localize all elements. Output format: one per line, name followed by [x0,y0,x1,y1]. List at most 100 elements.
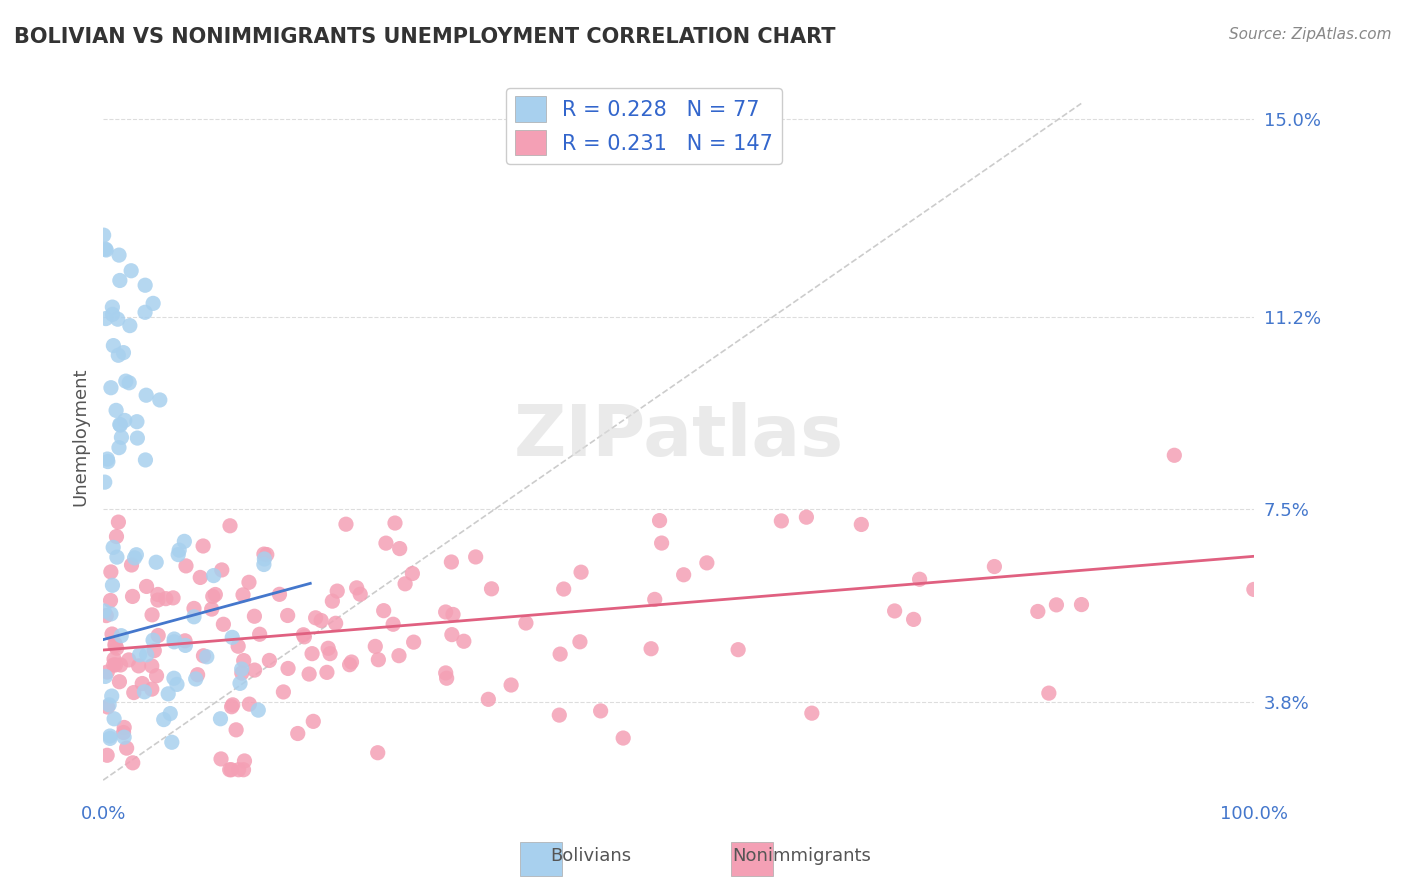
Point [120,264,142,278]
Point [141,607,163,622]
Point [364,640,387,654]
Point [96,452,118,467]
Point [93,228,115,243]
Point [1045,598,1067,612]
Point [114,413,136,427]
Point [134,685,156,699]
Point [326,584,349,599]
Point [346,581,368,595]
Point [464,549,486,564]
Point [770,514,793,528]
Point [644,592,666,607]
Point [94,669,117,683]
Point [135,388,157,402]
Point [125,548,148,562]
Point [335,517,357,532]
Point [253,547,276,561]
Point [108,248,131,262]
Point [908,572,931,586]
Point [100,593,122,607]
Point [108,674,131,689]
Point [238,575,260,590]
Point [319,647,342,661]
Point [851,517,873,532]
Point [367,653,389,667]
Point [108,273,131,287]
Point [232,588,254,602]
Point [131,676,153,690]
Point [253,552,276,566]
Point [127,431,149,445]
Point [202,568,225,582]
Point [481,582,503,596]
Point [100,607,122,621]
Point [105,403,128,417]
Point [96,243,118,257]
Point [229,676,252,690]
Point [122,685,145,699]
Point [183,601,205,615]
Point [163,671,186,685]
Point [107,312,129,326]
Point [163,632,186,646]
Point [100,381,122,395]
Point [98,731,121,746]
Point [101,300,124,314]
Point [115,741,138,756]
Point [434,665,457,680]
Point [110,629,132,643]
Point [98,698,121,712]
Point [134,278,156,293]
Point [349,587,371,601]
Point [883,604,905,618]
Point [101,307,124,321]
Point [174,633,197,648]
Point [149,392,172,407]
Point [309,614,332,628]
Point [304,611,326,625]
Point [548,647,571,661]
Point [796,510,818,524]
Point [193,648,215,663]
Point [231,666,253,681]
Point [104,657,127,672]
Point [125,415,148,429]
Point [107,348,129,362]
Point [152,713,174,727]
Point [145,555,167,569]
Point [101,578,124,592]
Point [107,515,129,529]
Point [108,417,131,432]
Text: Nonimmigrants: Nonimmigrants [733,847,870,865]
Point [477,692,499,706]
Point [118,318,141,333]
Point [173,534,195,549]
Point [141,659,163,673]
Point [93,475,115,490]
Point [384,516,406,530]
Point [612,731,634,745]
Point [553,582,575,596]
Point [135,579,157,593]
Point [167,548,190,562]
Point [402,635,425,649]
Point [373,604,395,618]
Point [118,653,141,667]
Point [167,543,190,558]
Point [548,708,571,723]
Point [112,721,135,735]
Point [273,685,295,699]
Y-axis label: Unemployment: Unemployment [72,368,89,506]
Point [188,570,211,584]
Point [672,567,695,582]
Point [108,441,131,455]
Point [110,430,132,444]
Point [648,514,671,528]
Point [1038,686,1060,700]
Point [98,729,121,743]
Point [159,706,181,721]
Point [163,635,186,649]
Point [212,617,235,632]
Point [243,663,266,677]
Point [221,631,243,645]
